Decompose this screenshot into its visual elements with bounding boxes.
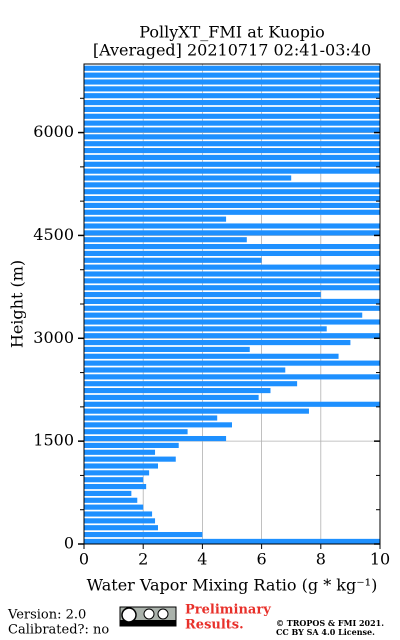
x-axis-label: Water Vapor Mixing Ratio (g * kg⁻¹) [87,576,378,595]
profile-bar [84,470,150,476]
profile-bar [84,422,232,428]
profile-bar [84,264,380,270]
profile-bar [84,250,380,256]
ticks [78,97,381,549]
copyright: © TROPOS & FMI 2021. [276,618,384,628]
profile-bar [84,106,380,112]
profile-bar [84,538,380,544]
profile-bar [84,401,380,407]
profile-bar [84,127,380,133]
profile-bar [84,360,380,366]
profile-bar [84,312,363,318]
profile-bar [84,175,292,181]
profile-bar [84,113,380,119]
y-tick-label: 4500 [33,225,74,244]
license: CC BY SA 4.0 License. [276,627,375,637]
profile-bar [84,216,227,222]
profile-bar [84,134,380,140]
y-tick-label: 6000 [33,122,74,141]
chart-title: PollyXT_FMI at Kuopio [139,23,325,42]
profile-bar [84,518,156,524]
profile-bar [84,278,380,284]
profile-bar [84,394,259,400]
profile-bar [84,72,380,78]
profile-bar [84,477,144,483]
profile-bar [84,497,138,503]
profile-bar [84,168,380,174]
y-tick-label: 0 [64,534,74,553]
profile-bar [84,237,247,243]
profile-bar [84,456,176,462]
profile-bar [84,196,380,202]
profile-bar [84,79,380,85]
profile-bar [84,388,271,394]
profile-bar [84,326,327,332]
profile-bar [84,154,380,160]
y-tick-label: 1500 [33,431,74,450]
profile-bar [84,532,203,538]
profile-bar [84,319,380,325]
profile-bar [84,202,380,208]
profile-bar [84,333,380,339]
profile-bar [84,298,380,304]
profile-bar [84,408,309,414]
profile-bar [84,305,380,311]
profile-bar [84,353,339,359]
plot-area [84,64,380,544]
profile-bar [84,429,188,435]
profile-bar [84,244,380,250]
profile-bar [84,525,158,531]
x-tick-label: 2 [138,550,148,569]
x-tick-label: 4 [197,550,207,569]
y-axis-label: Height (m) [8,260,27,348]
profile-bar [84,148,380,154]
profile-bar [84,346,250,352]
profile-bar [84,141,380,147]
x-tick-label: 0 [79,550,89,569]
profile-bar [84,93,380,99]
profile-bar [84,381,298,387]
profile-bar [84,374,380,380]
profile-bar [84,340,351,346]
profile-bar [84,285,380,291]
profile-bar [84,257,262,263]
profile-bar [84,436,227,442]
profile-bar [84,189,380,195]
profile-bar [84,490,132,496]
preliminary: Preliminary [185,603,271,618]
profile-bar [84,449,156,455]
cc-logo [119,606,177,627]
profile-bar [84,271,380,277]
profile-bar [84,415,218,421]
preliminary: Results. [185,618,244,633]
calibrated: Calibrated?: no [8,623,109,638]
profile-bar [84,367,286,373]
profile-bar [84,209,380,215]
y-tick-label: 3000 [33,328,74,347]
chart-subtitle: [Averaged] 20210717 02:41-03:40 [93,41,371,60]
profile-bar [84,100,380,106]
profile-bar [84,484,147,490]
profile-bar [84,292,321,298]
profile-bar [84,86,380,92]
profile-bar [84,182,380,188]
profile-bar [84,223,380,229]
profile-bar [84,442,179,448]
profile-bar [84,511,153,517]
profile-bar [84,120,380,126]
x-tick-label: 8 [316,550,326,569]
x-tick-label: 10 [370,550,390,569]
profile-bar [84,463,158,469]
version: Version: 2.0 [7,608,86,623]
x-tick-label: 6 [257,550,267,569]
profile-bar [84,230,380,236]
profile-bar [84,65,380,71]
profile-bar [84,504,144,510]
profile-bar [84,161,380,167]
